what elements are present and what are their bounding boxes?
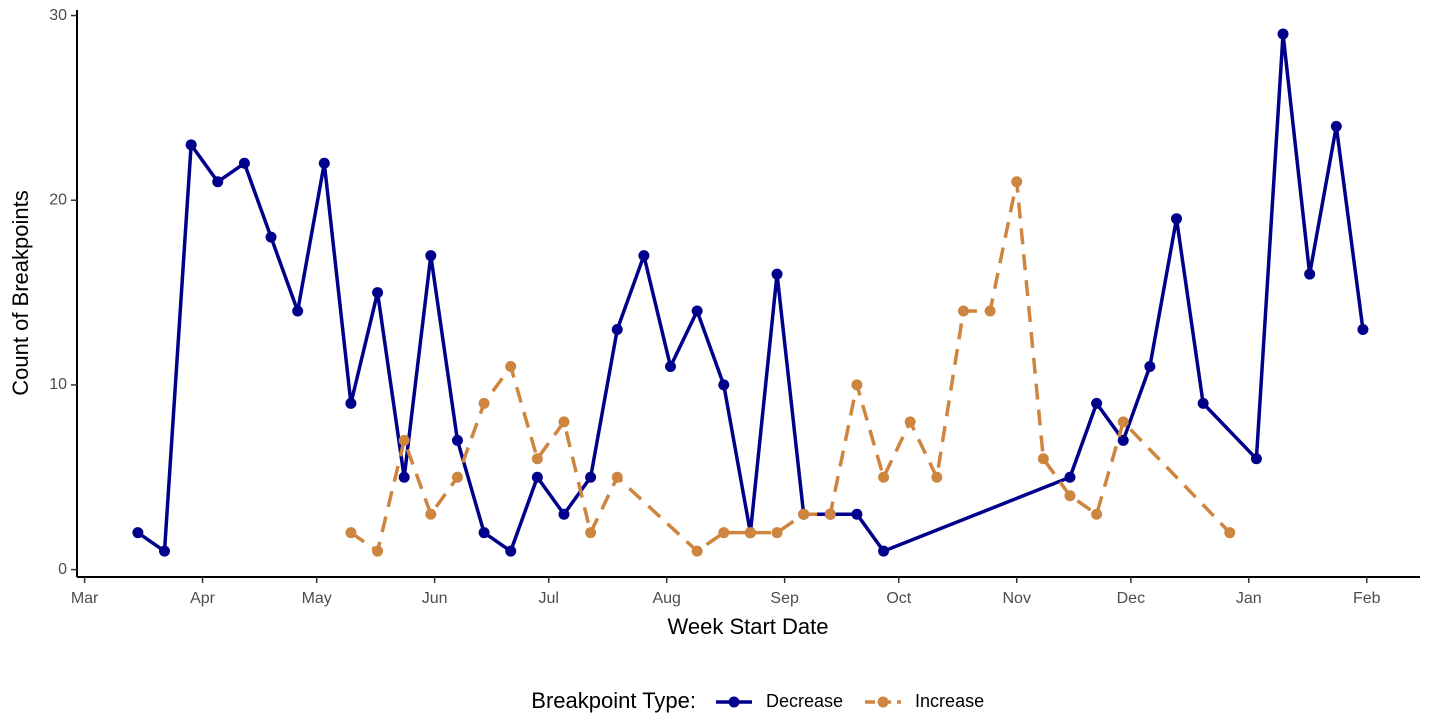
data-point — [638, 250, 650, 262]
data-point — [478, 527, 490, 539]
data-point — [558, 508, 570, 520]
data-point — [398, 471, 410, 483]
data-point — [1357, 324, 1369, 336]
data-point — [798, 508, 810, 520]
data-point — [931, 471, 943, 483]
data-point — [185, 139, 197, 151]
data-point — [345, 397, 357, 409]
y-tick-label: 20 — [49, 191, 67, 208]
data-point — [984, 305, 996, 317]
x-tick-label: Apr — [190, 590, 216, 607]
data-point — [132, 527, 144, 539]
data-point — [878, 545, 890, 557]
data-point — [1277, 28, 1289, 40]
data-point — [1064, 490, 1076, 502]
legend-label: Increase — [915, 691, 984, 711]
data-point — [1037, 453, 1049, 465]
data-point — [212, 176, 224, 188]
data-point — [824, 508, 836, 520]
data-point — [851, 508, 863, 520]
x-tick-label: Feb — [1353, 590, 1381, 607]
data-point — [531, 453, 543, 465]
x-tick-label: Dec — [1117, 590, 1145, 607]
data-point — [691, 305, 703, 317]
data-point — [585, 471, 597, 483]
data-point — [1011, 176, 1023, 188]
x-tick-label: Nov — [1002, 590, 1030, 607]
series-line — [349, 180, 1232, 553]
data-point — [771, 527, 783, 539]
y-tick-label: 0 — [58, 561, 67, 578]
data-point — [451, 471, 463, 483]
data-point — [718, 379, 730, 391]
data-point — [718, 527, 730, 539]
x-tick-label: Oct — [886, 590, 911, 607]
data-point — [1117, 434, 1129, 446]
data-point — [372, 287, 384, 299]
data-point — [957, 305, 969, 317]
x-tick-label: Sep — [770, 590, 799, 607]
data-point — [451, 434, 463, 446]
data-point — [771, 268, 783, 280]
x-axis-title: Week Start Date — [668, 614, 829, 639]
data-point — [611, 324, 623, 336]
data-point — [398, 434, 410, 446]
data-point — [558, 416, 570, 428]
x-tick-label: Jun — [422, 590, 448, 607]
data-point — [265, 231, 277, 243]
data-point — [851, 379, 863, 391]
data-point — [1330, 120, 1342, 132]
data-point — [1197, 397, 1209, 409]
data-point — [505, 545, 517, 557]
data-point — [691, 545, 703, 557]
data-point — [425, 250, 437, 262]
legend-title: Breakpoint Type: — [531, 688, 696, 713]
x-tick-label: Mar — [71, 590, 99, 607]
data-point — [1250, 453, 1262, 465]
data-point — [1171, 213, 1183, 225]
data-point — [585, 527, 597, 539]
data-point — [1144, 360, 1156, 372]
data-point — [372, 545, 384, 557]
data-point — [665, 360, 677, 372]
series-line — [136, 32, 1365, 553]
y-tick-label: 30 — [49, 7, 67, 24]
data-point — [425, 508, 437, 520]
data-point — [505, 360, 517, 372]
data-point — [1224, 527, 1236, 539]
data-point — [1064, 471, 1076, 483]
data-point — [238, 157, 250, 169]
data-point — [159, 545, 171, 557]
data-point — [1091, 508, 1103, 520]
legend-label: Decrease — [766, 691, 843, 711]
data-point — [318, 157, 330, 169]
legend-key-point — [728, 696, 740, 708]
x-tick-label: Jul — [539, 590, 559, 607]
data-point — [345, 527, 357, 539]
data-point — [292, 305, 304, 317]
x-tick-label: May — [302, 590, 332, 607]
x-tick-label: Jan — [1236, 590, 1262, 607]
data-point — [878, 471, 890, 483]
y-axis-title: Count of Breakpoints — [8, 190, 33, 395]
data-point — [611, 471, 623, 483]
data-point — [744, 527, 756, 539]
data-point — [1117, 416, 1129, 428]
data-point — [1091, 397, 1103, 409]
data-point — [531, 471, 543, 483]
data-point — [1304, 268, 1316, 280]
data-point — [478, 397, 490, 409]
data-point — [904, 416, 916, 428]
y-tick-label: 10 — [49, 376, 67, 393]
legend-key-point — [877, 696, 889, 708]
x-tick-label: Aug — [652, 590, 680, 607]
